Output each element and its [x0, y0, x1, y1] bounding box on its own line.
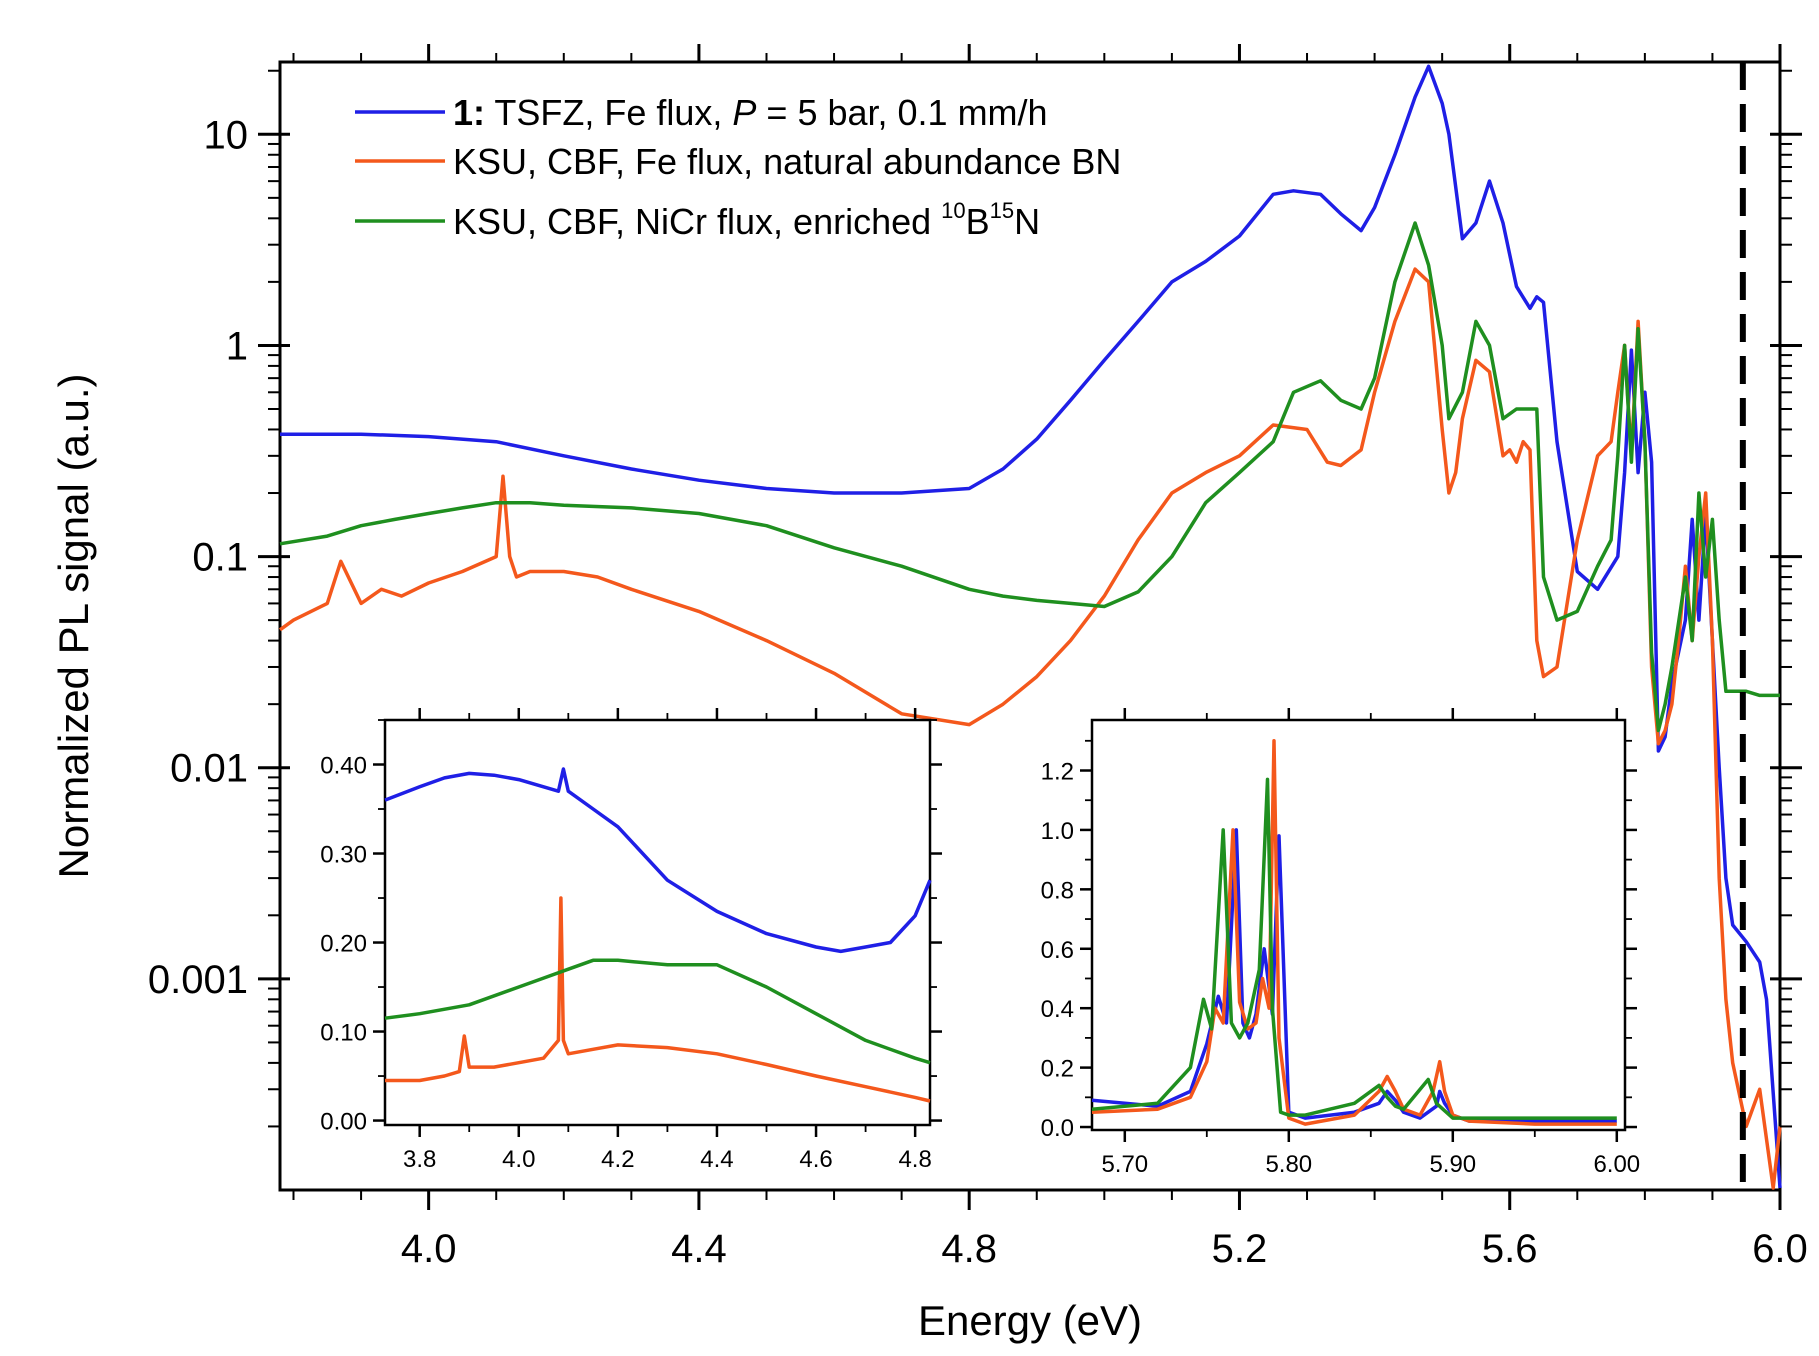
- inset-right-x-tick-label-0: 5.70: [1101, 1151, 1148, 1178]
- inset-right-frame: [1090, 718, 1627, 1132]
- inset-right-y-tick-label-4: 0.8: [1041, 877, 1074, 904]
- legend-label-3-end: N: [1014, 201, 1040, 242]
- main-axes-group: 4.0 4.4 4.8 5.2 5.6 6.0 10 1 0.1 0.01 0.001: [148, 44, 1808, 1271]
- x-tick-label-1: 4.4: [671, 1227, 727, 1271]
- inset-right-y-tick-label-3: 0.6: [1041, 937, 1074, 964]
- legend-label-2: KSU, CBF, Fe flux, natural abundance BN: [453, 141, 1121, 182]
- legend-label-3-mid: B: [966, 201, 990, 242]
- legend-label-3-sup1: 10: [941, 198, 965, 223]
- main-series-3: [279, 221, 1780, 733]
- inset-right-y-tick-label-6: 1.2: [1041, 759, 1074, 786]
- inset-left-series-3: [384, 958, 931, 1065]
- inset-right-axes-group: 5.70 5.80 5.90 6.00 0.0 0.2 0.4 0.6 0.8 1.0 1.2: [1041, 708, 1640, 1178]
- inset-right-chart: 5.70 5.80 5.90 6.00 0.0 0.2 0.4 0.6 0.8 1.0 1.2: [1041, 708, 1640, 1178]
- inset-left-y-tick-label-2: 0.20: [320, 931, 367, 958]
- x-tick-label-4: 5.6: [1482, 1227, 1538, 1271]
- x-tick-label-2: 4.8: [941, 1227, 997, 1271]
- inset-right-y-tick-label-5: 1.0: [1041, 818, 1074, 845]
- inset-right-series-3: [1091, 777, 1617, 1120]
- inset-left-chart: 3.8 4.0 4.2 4.4 4.6 4.8 0.00 0.10 0.20 0.30 0.40: [320, 708, 942, 1173]
- main-series-2: [278, 267, 1782, 1190]
- legend-label-3-part-a: KSU, CBF, NiCr flux, enriched: [453, 201, 941, 242]
- inset-left-x-tick-label-2: 4.2: [601, 1146, 634, 1173]
- inset-left-series-group: [384, 767, 932, 1103]
- y-tick-label-3: 0.01: [170, 747, 248, 791]
- y-tick-label-0: 10: [204, 113, 249, 157]
- y-tick-label-2: 0.1: [192, 536, 248, 580]
- inset-right-x-tick-label-1: 5.80: [1265, 1151, 1312, 1178]
- inset-left-y-tick-label-3: 0.30: [320, 842, 367, 869]
- y-tick-label-1: 1: [226, 324, 248, 368]
- main-series-group: [278, 64, 1782, 1190]
- inset-right-x-tick-label-2: 5.90: [1429, 1151, 1476, 1178]
- main-chart: 4.0 4.4 4.8 5.2 5.6 6.0 10 1 0.1 0.01 0.001 Energy…: [50, 44, 1808, 1344]
- inset-right-x-tick-label-3: 6.00: [1593, 1151, 1640, 1178]
- legend-label-1-part-b: = 5 bar, 0.1 mm/h: [756, 92, 1047, 133]
- inset-left-y-tick-label-1: 0.10: [320, 1020, 367, 1047]
- main-series-1: [280, 64, 1782, 1189]
- inset-left-y-tick-label-4: 0.40: [320, 753, 367, 780]
- inset-right-y-tick-label-1: 0.2: [1041, 1056, 1074, 1083]
- legend-label-1-part-a: TSFZ, Fe flux,: [485, 92, 732, 133]
- legend-label-3: KSU, CBF, NiCr flux, enriched 10B15N: [453, 198, 1040, 242]
- inset-left-x-tick-label-5: 4.8: [898, 1146, 931, 1173]
- inset-left-y-tick-label-0: 0.00: [320, 1109, 367, 1136]
- inset-left-x-tick-label-4: 4.6: [799, 1146, 832, 1173]
- x-tick-label-5: 6.0: [1752, 1227, 1808, 1271]
- inset-left-axes-group: 3.8 4.0 4.2 4.4 4.6 4.8 0.00 0.10 0.20 0.30 0.40: [320, 708, 942, 1173]
- inset-left-frame: [383, 718, 932, 1127]
- inset-left-x-tick-label-0: 3.8: [403, 1146, 436, 1173]
- inset-right-series-2: [1091, 739, 1617, 1126]
- inset-right-y-tick-label-0: 0.0: [1041, 1115, 1074, 1142]
- x-tick-label-3: 5.2: [1212, 1227, 1268, 1271]
- inset-left-series-2: [385, 896, 931, 1103]
- legend-label-1: 1: TSFZ, Fe flux, P = 5 bar, 0.1 mm/h: [453, 92, 1048, 133]
- legend-label-1-bold: 1:: [453, 92, 485, 133]
- inset-left-x-tick-label-3: 4.4: [700, 1146, 733, 1173]
- legend-label-3-sup2: 15: [990, 198, 1014, 223]
- main-plot-frame: [278, 60, 1782, 1192]
- inset-right-series-group: [1091, 739, 1617, 1126]
- y-tick-label-4: 0.001: [148, 958, 248, 1002]
- legend: 1: TSFZ, Fe flux, P = 5 bar, 0.1 mm/h KS…: [355, 92, 1121, 242]
- inset-left-series-1: [384, 767, 932, 954]
- x-tick-label-0: 4.0: [401, 1227, 457, 1271]
- x-axis-title: Energy (eV): [918, 1297, 1142, 1344]
- y-axis-title: Normalized PL signal (a.u.): [50, 374, 97, 879]
- inset-left-x-tick-label-1: 4.0: [502, 1146, 535, 1173]
- inset-right-y-tick-label-2: 0.4: [1041, 996, 1074, 1023]
- legend-label-1-italic: P: [732, 92, 756, 133]
